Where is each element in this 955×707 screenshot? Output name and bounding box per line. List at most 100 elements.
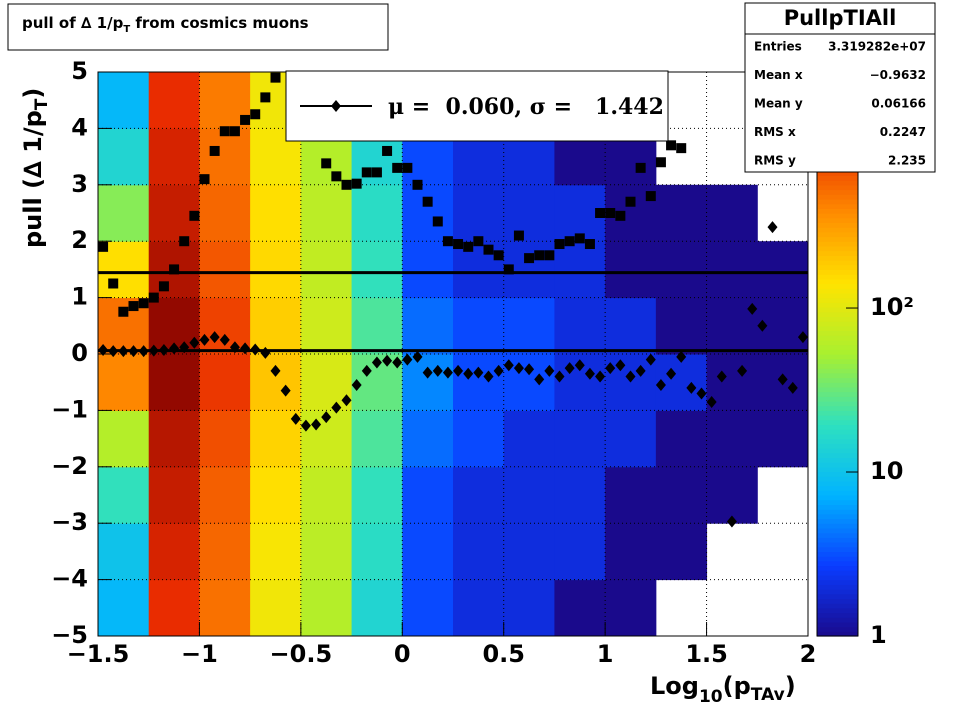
stats-value: 0.2247 — [880, 125, 926, 139]
square-marker — [544, 250, 555, 261]
square-marker — [605, 208, 616, 218]
square-marker — [422, 196, 433, 207]
color-bar-step — [817, 438, 858, 444]
diamond-marker — [716, 370, 727, 383]
stats-box: PullpTIAll Entries 3.319282e+07 Mean x −0.9… — [744, 2, 936, 173]
y-label-part: pull (∆ 1/p — [19, 110, 47, 248]
heat-cell — [706, 410, 758, 468]
color-bar-step — [817, 297, 858, 303]
color-bar-step — [817, 203, 858, 209]
diamond-marker — [747, 302, 758, 315]
x-tick-label: 0.5 — [482, 640, 525, 668]
square-marker — [666, 140, 677, 151]
heat-cell — [199, 184, 251, 242]
square-marker — [564, 236, 575, 247]
square-marker — [402, 162, 413, 173]
diamond-marker — [341, 394, 352, 407]
color-bar-step — [817, 490, 858, 496]
color-bar-step — [817, 382, 858, 388]
heat-cell — [402, 410, 454, 468]
diamond-marker — [300, 419, 311, 432]
color-bar-step — [817, 429, 858, 435]
square-marker — [209, 145, 220, 156]
title-part: pull of ∆ 1/p — [22, 14, 124, 32]
color-bar-step — [817, 565, 858, 571]
diamond-marker — [412, 350, 423, 363]
color-bar-step — [817, 532, 858, 538]
heat-cell — [402, 466, 454, 524]
color-bar-step — [817, 372, 858, 379]
diamond-marker — [179, 341, 190, 354]
x-label-sub: 10 — [699, 687, 723, 707]
color-bar-step — [817, 321, 858, 327]
diamond-marker — [290, 412, 301, 425]
color-bar-step — [817, 471, 858, 477]
heat-cell — [351, 523, 403, 581]
diamond-marker — [148, 344, 159, 357]
color-bar-step — [817, 245, 858, 252]
color-bar-step — [817, 198, 858, 205]
y-tick-label: 2 — [71, 226, 88, 254]
diamond-marker — [493, 364, 504, 377]
heat-cell — [300, 184, 353, 242]
stats-value: 2.235 — [888, 154, 926, 168]
heat-cell — [655, 184, 708, 242]
diamond-marker — [118, 345, 129, 358]
legend-label: μ = 0.060, σ = 1.442 — [388, 94, 664, 120]
color-bar-step — [817, 593, 858, 599]
stats-title: PullpTIAll — [784, 6, 897, 30]
color-bar-step — [817, 250, 858, 256]
diamond-marker — [270, 364, 281, 377]
title-sub: T — [123, 24, 130, 35]
heat-cell — [98, 128, 150, 186]
heat-cell — [605, 241, 657, 299]
color-bar-step — [817, 612, 858, 618]
color-bar-step — [817, 513, 858, 520]
color-bar-step — [817, 311, 858, 317]
heat-cell — [605, 579, 657, 637]
color-bar-step — [817, 349, 858, 355]
heat-cell — [250, 466, 302, 524]
heat-cell — [554, 297, 606, 355]
color-bar-step — [817, 509, 858, 515]
color-bar-step — [817, 579, 858, 585]
color-bar-step — [817, 227, 858, 233]
diamond-marker — [392, 356, 403, 369]
square-marker — [615, 210, 626, 221]
diamond-marker — [432, 364, 443, 377]
color-bar-step — [817, 325, 858, 332]
heat-cell — [300, 466, 353, 524]
diamond-marker — [706, 395, 717, 408]
z-tick-label: 10 — [870, 457, 903, 485]
diamond-marker — [371, 356, 382, 369]
heat-cell — [453, 184, 505, 242]
diamond-marker — [422, 366, 433, 379]
heat-cell — [554, 523, 606, 581]
y-tick-label: 4 — [71, 113, 88, 141]
diamond-marker — [311, 418, 322, 431]
square-marker — [483, 244, 494, 255]
square-marker — [392, 162, 403, 173]
square-marker — [524, 253, 535, 264]
heat-cell — [655, 410, 708, 468]
color-bar-step — [817, 274, 858, 280]
heat-cell — [148, 128, 200, 186]
heat-cell — [250, 523, 302, 581]
heat-cell — [351, 466, 403, 524]
heat-cell — [605, 466, 657, 524]
diamond-marker — [442, 366, 453, 379]
y-tick-label: 1 — [71, 283, 88, 311]
diamond-marker — [554, 370, 565, 383]
square-marker — [453, 239, 464, 250]
square-marker — [148, 292, 159, 303]
diamond-marker — [513, 362, 524, 375]
diamond-marker — [280, 384, 291, 397]
square-marker — [635, 162, 646, 173]
diamond-marker — [351, 379, 362, 392]
color-bar-step — [817, 499, 858, 505]
heat-cell — [98, 523, 150, 581]
color-bar-step — [817, 419, 858, 426]
heat-cell — [402, 354, 454, 411]
y-label-part: ) — [19, 88, 47, 99]
